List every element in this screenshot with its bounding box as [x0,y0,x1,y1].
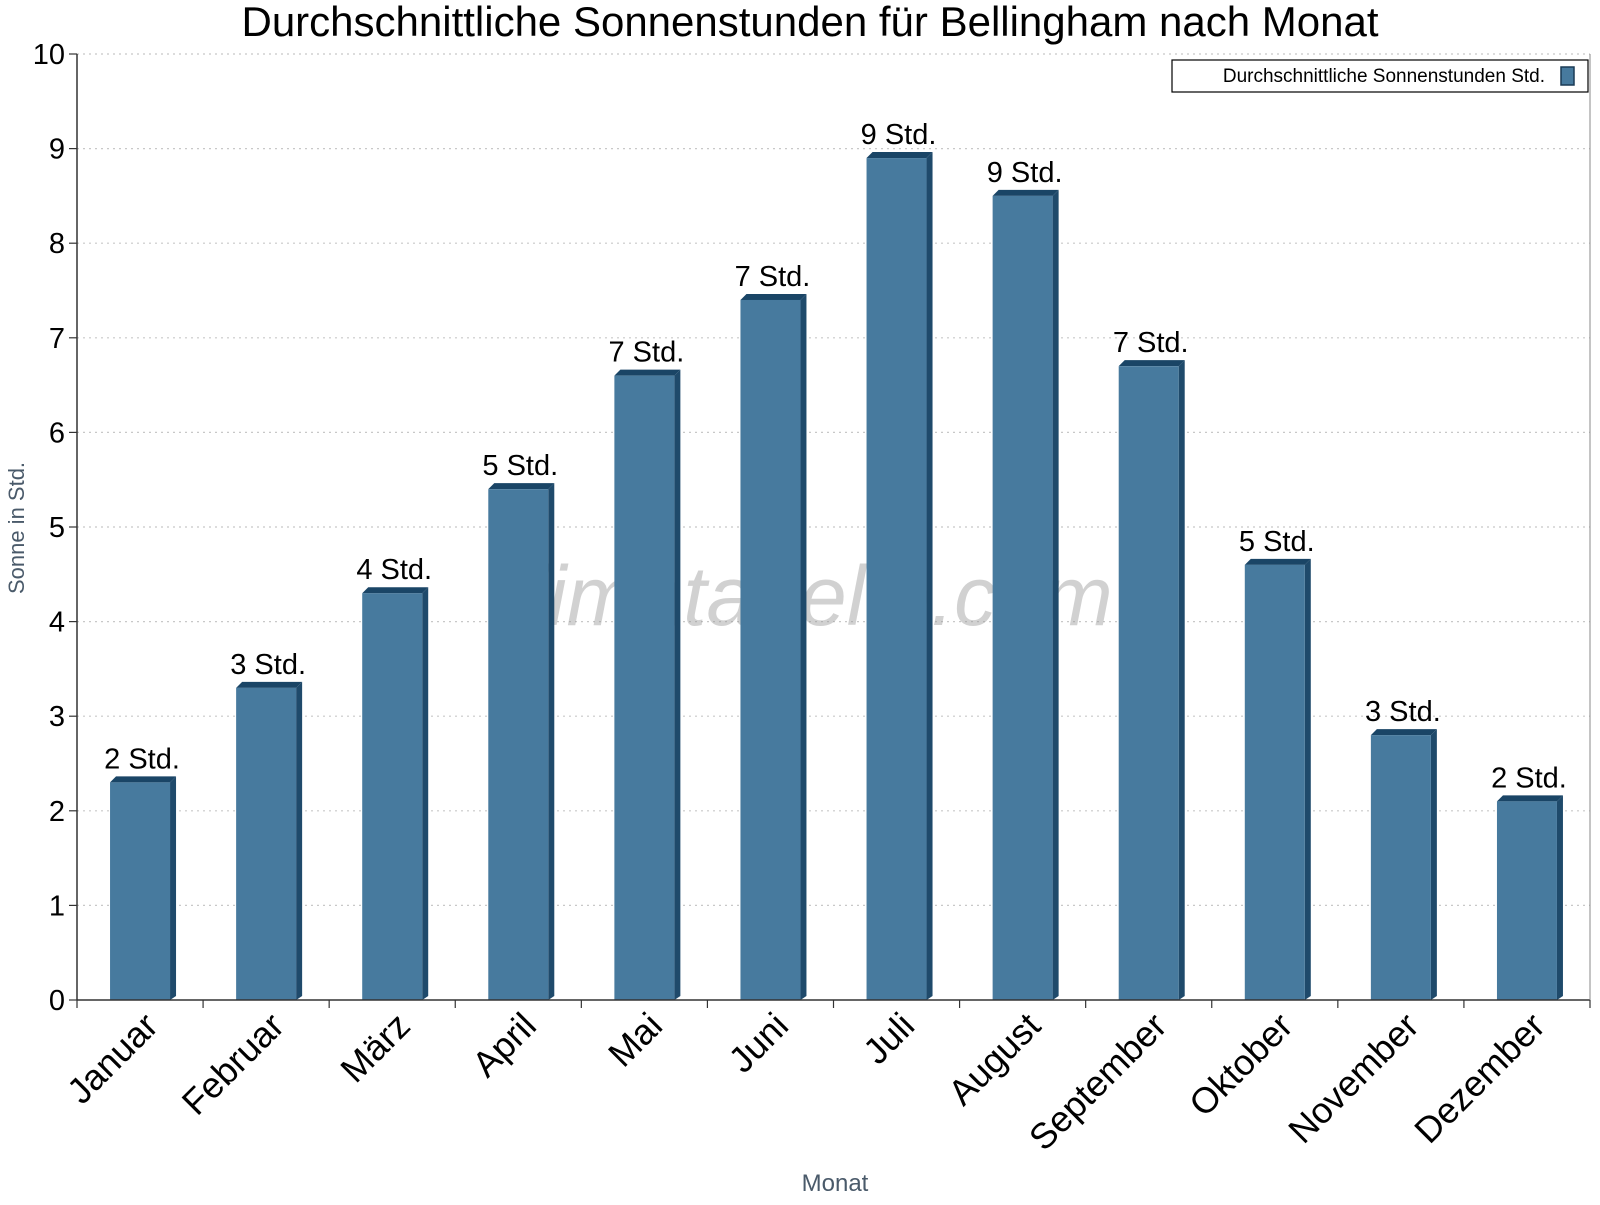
bars: 2 Std. 3 Std. 4 Std. 5 Std. 7 Std. 7 Std. 9 St… [104,119,1567,1001]
bar-top [992,189,1059,196]
x-tick-label: April [464,1005,544,1085]
bar-data-label: 5 Std. [1239,526,1315,558]
y-tick-label: 7 [49,323,65,355]
y-tick-label: 3 [49,701,65,733]
x-tick-label: Oktober [1181,1005,1301,1125]
bar-top [110,776,177,783]
x-axis-label: Monat [802,1170,869,1197]
bar [362,593,423,1000]
x-tick-label: Februar [174,1005,292,1123]
y-tick-label: 1 [49,890,65,922]
x-tick-label: Januar [59,1005,166,1112]
bar-data-label: 7 Std. [1113,327,1189,359]
bar-data-label: 5 Std. [482,450,558,482]
bar-top [1118,360,1185,367]
bar-top [488,483,555,490]
bar-side [422,587,429,1000]
y-tick-label: 8 [49,228,65,260]
bar-side [1430,729,1437,1000]
bar-data-label: 7 Std. [608,337,684,369]
y-tick-label: 9 [49,134,65,166]
x-tick-label: März [332,1005,418,1091]
axes [69,53,1591,1008]
legend-swatch [1560,66,1575,86]
bar-data-label: 9 Std. [861,119,937,151]
bar-data-label: 2 Std. [104,743,180,775]
grid-lines [77,53,1590,907]
bar [614,375,675,1000]
bar-side [1304,558,1311,1000]
legend-label: Durchschnittliche Sonnenstunden Std. [1223,66,1545,87]
y-tick-label: 2 [49,796,65,828]
bar-side [1052,189,1059,1000]
x-tick-label: November [1280,1005,1426,1151]
bar-data-label: 7 Std. [735,261,811,293]
bar-data-label: 3 Std. [230,649,306,681]
x-tick-label: Mai [600,1005,670,1075]
x-tick-label: August [940,1005,1048,1113]
bar-side [1556,795,1563,1000]
bar [992,195,1053,1000]
bar-data-label: 3 Std. [1365,696,1441,728]
bar-side [548,483,555,1000]
bar [740,299,801,1001]
x-tick-label: Juni [720,1005,796,1081]
bar-top [362,587,429,594]
bar-top [1370,729,1437,736]
bar-data-label: 9 Std. [987,157,1063,189]
bar-side [296,681,303,1000]
bar [1118,366,1179,1000]
bar [110,782,171,1000]
legend-box [1171,59,1589,93]
bar [236,687,297,1000]
bar-top [740,293,807,300]
bar-data-label: 2 Std. [1491,762,1567,794]
bar [1244,564,1305,1000]
bar-side [1178,360,1185,1000]
bar [1370,735,1431,1000]
y-tick-label: 5 [49,512,65,544]
y-tick-label: 6 [49,417,65,449]
bar-top [614,369,681,376]
x-tick-label: Dezember [1406,1005,1552,1151]
bar-data-label: 4 Std. [356,554,432,586]
y-tick-label: 4 [49,607,65,639]
x-tick-label: September [1021,1005,1175,1159]
bar-top [236,681,303,688]
bar-side [800,293,807,1001]
x-tick-label: Juli [855,1005,922,1072]
bar-side [926,152,933,1000]
y-tick-label: 10 [33,39,65,71]
bar [488,489,549,1000]
bar-side [674,369,681,1000]
bar-top [1496,795,1563,802]
legend: Durchschnittliche Sonnenstunden Std. [1171,59,1589,93]
chart-title: Durchschnittliche Sonnenstunden für Bell… [241,0,1378,45]
y-tick-label: 0 [49,985,65,1017]
bar-top [866,152,933,159]
bar-side [170,776,177,1000]
y-axis-label: Sonne in Std. [4,462,29,594]
bar [1496,801,1557,1000]
bar [866,158,927,1000]
bar-top [1244,558,1311,565]
